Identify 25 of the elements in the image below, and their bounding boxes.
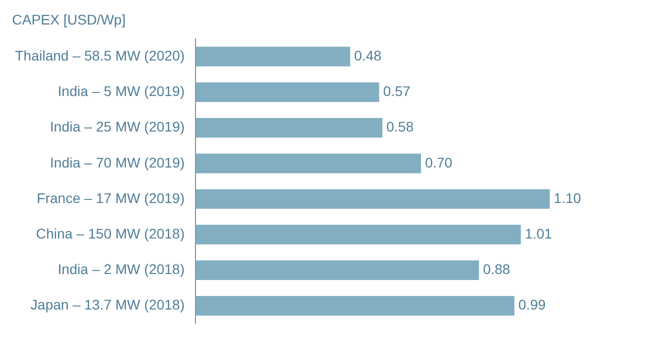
text: CAPEX [USD/Wp]	[12, 11, 126, 28]
bar	[196, 154, 422, 174]
bar	[196, 296, 514, 316]
bar	[196, 46, 350, 66]
bar	[196, 224, 521, 244]
y-tick-label: India – 5 MW (2019)	[58, 83, 185, 100]
y-tick-label: China – 150 MW (2018)	[36, 225, 185, 242]
y-tick-label: France – 17 MW (2019)	[36, 190, 185, 206]
y-tick-label: Thailand – 58.5 MW (2020)	[15, 47, 185, 64]
y-tick-label: India – 70 MW (2019)	[50, 154, 185, 170]
data-label: 1.01	[524, 225, 552, 242]
bar	[196, 82, 380, 102]
bar	[196, 260, 479, 280]
data-label: 1.10	[554, 190, 582, 206]
data-label: 0.70	[425, 154, 452, 170]
y-tick-label: India – 2 MW (2018)	[58, 261, 185, 278]
data-label: 0.88	[482, 261, 510, 278]
y-tick-label: India – 25 MW (2019)	[50, 118, 185, 135]
data-label: 0.48	[354, 47, 382, 64]
bar	[196, 118, 382, 138]
y-tick-label: Japan – 13.7 MW (2018)	[30, 296, 185, 313]
bar	[196, 189, 550, 209]
data-label: 0.58	[386, 118, 414, 135]
data-label: 0.57	[383, 83, 411, 100]
data-label: 0.99	[518, 296, 546, 313]
